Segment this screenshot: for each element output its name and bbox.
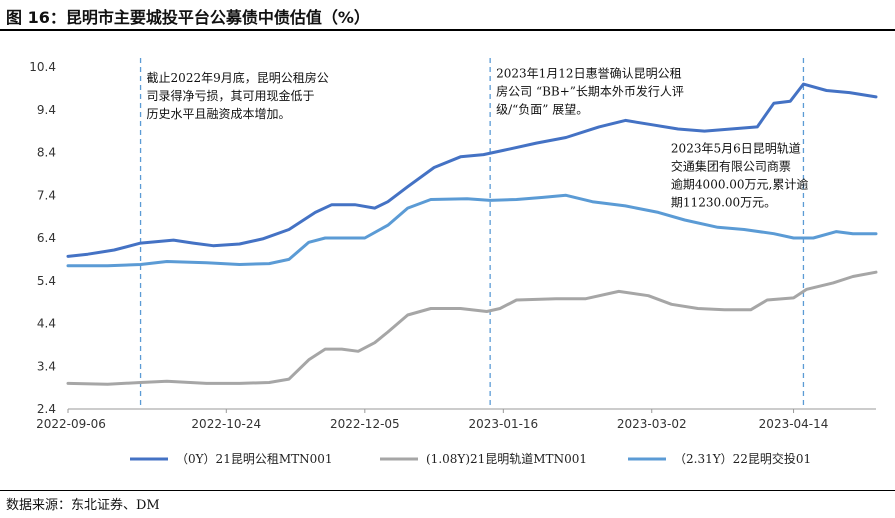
series-line-1 — [66, 270, 878, 386]
y-axis: 10.4 9.4 8.4 7.4 6.4 5.4 4.4 3.4 2.4 — [29, 60, 56, 416]
legend-label-0: （0Y）21昆明公租MTN001 — [176, 452, 333, 466]
annotation-2: 2023年5月6日昆明轨道交通集团有限公司商票逾期4000.00万元,累计逾期1… — [671, 142, 808, 210]
annotations: 截止2022年9月底，昆明公租房公司录得净亏损，其可用现金低于历史水平且融资成本… — [147, 67, 809, 210]
annotation-line: 2023年1月12日惠誉确认昆明公租 — [496, 67, 681, 81]
series-group — [66, 82, 878, 386]
series-line-2 — [66, 193, 878, 268]
x-tick-label: 2023-04-14 — [759, 417, 829, 431]
source-rule — [0, 490, 895, 491]
annotation-line: 交通集团有限公司商票 — [671, 159, 791, 174]
annotation-0: 截止2022年9月底，昆明公租房公司录得净亏损，其可用现金低于历史水平且融资成本… — [147, 70, 329, 121]
legend: （0Y）21昆明公租MTN001 (1.08Y)21昆明轨道MTN001 （2.31… — [130, 451, 811, 466]
y-tick-label: 4.4 — [37, 317, 56, 331]
x-tick-label: 2022-12-05 — [330, 417, 400, 431]
annotation-line: 逾期4000.00万元,累计逾 — [671, 177, 808, 192]
annotation-line: 房公司 “BB+”长期本外币发行人评 — [496, 84, 684, 99]
source-note: 数据来源：东北证券、DM — [6, 498, 160, 513]
y-tick-label: 6.4 — [37, 231, 56, 245]
annotation-line: 截止2022年9月底，昆明公租房公 — [147, 70, 329, 85]
y-tick-label: 10.4 — [29, 60, 56, 74]
x-tick-label: 2022-10-24 — [191, 417, 261, 431]
y-tick-label: 7.4 — [37, 188, 56, 202]
x-tick-label: 2023-03-02 — [617, 417, 687, 431]
annotation-1: 2023年1月12日惠誉确认昆明公租房公司 “BB+”长期本外币发行人评级/“负… — [496, 67, 684, 117]
x-tick-label: 2022-09-06 — [36, 417, 106, 431]
x-tick-label: 2023-01-16 — [468, 417, 538, 431]
annotation-line: 期11230.00万元。 — [671, 196, 776, 210]
legend-label-2: （2.31Y）22昆明交投01 — [674, 451, 811, 466]
annotation-line: 级/“负面” 展望。 — [496, 103, 588, 117]
y-tick-label: 8.4 — [37, 146, 56, 160]
y-tick-label: 3.4 — [37, 359, 56, 373]
x-axis: 2022-09-06 2022-10-24 2022-12-05 2023-01-16… — [36, 408, 876, 431]
series-line-0 — [66, 82, 878, 258]
y-tick-label: 5.4 — [37, 274, 56, 288]
annotation-line: 司录得净亏损，其可用现金低于 — [147, 88, 315, 103]
annotation-line: 2023年5月6日昆明轨道 — [671, 142, 801, 156]
title-rule — [0, 29, 895, 31]
y-tick-label: 9.4 — [37, 103, 56, 117]
legend-label-1: (1.08Y)21昆明轨道MTN001 — [426, 452, 587, 466]
figure-title: 图 16：昆明市主要城投平台公募债中债估值（%） — [6, 8, 370, 27]
annotation-line: 历史水平且融资成本增加。 — [147, 107, 291, 121]
event-lines — [139, 58, 805, 409]
y-tick-label: 2.4 — [37, 402, 56, 416]
